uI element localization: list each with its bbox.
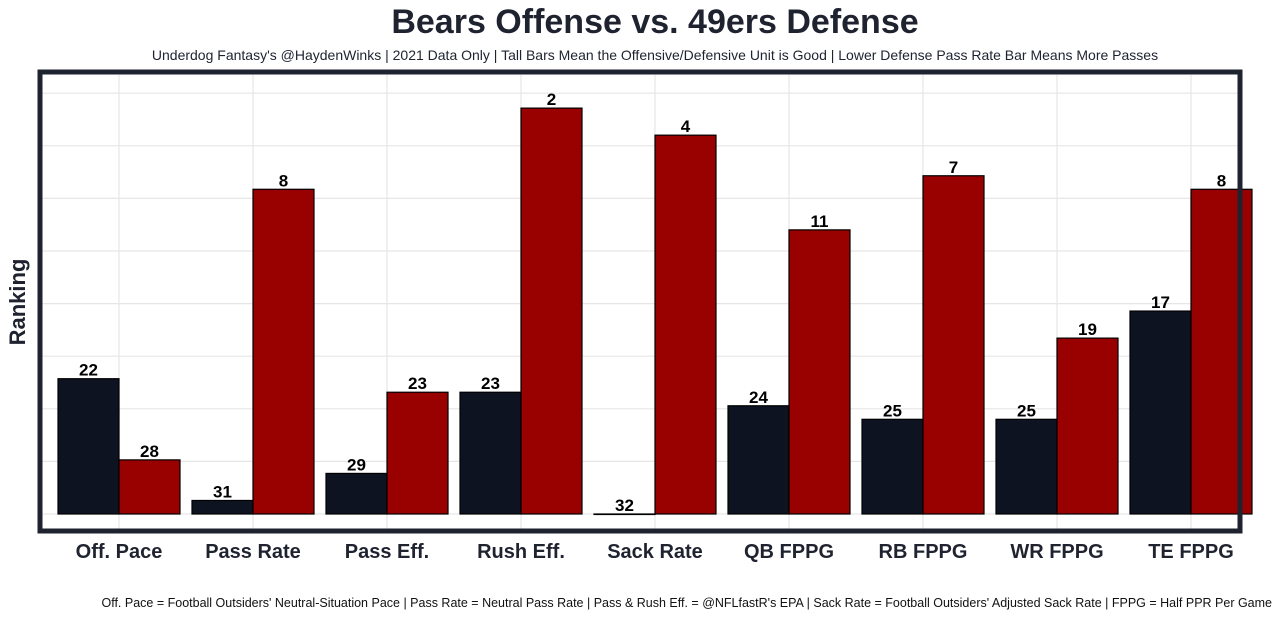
bar <box>788 229 851 515</box>
x-tick-label: Rush Eff. <box>477 541 565 563</box>
bar <box>252 188 315 515</box>
data-label: 25 <box>1017 401 1036 420</box>
bar <box>1056 337 1119 515</box>
bar <box>520 107 583 515</box>
chart-title: Bears Offense vs. 49ers Defense <box>391 3 918 41</box>
bar <box>861 418 924 515</box>
data-label: 28 <box>140 442 159 461</box>
bars: 22 28 31 8 29 23 23 2 32 4 24 11 25 7 25 19 17 8 <box>57 90 1253 516</box>
bar <box>57 378 120 515</box>
x-tick-label: Sack Rate <box>607 541 703 563</box>
x-tick-label: RB FPPG <box>879 541 968 563</box>
plot-frame <box>37 69 1243 534</box>
data-label: 23 <box>481 374 500 393</box>
data-label: 24 <box>749 388 768 407</box>
data-label: 25 <box>883 401 902 420</box>
bar <box>191 499 254 515</box>
data-label: 23 <box>408 374 427 393</box>
x-tick-label: TE FPPG <box>1148 541 1234 563</box>
bar <box>325 472 388 515</box>
data-label: 22 <box>79 361 98 380</box>
bar <box>1129 310 1192 515</box>
data-label: 11 <box>811 212 829 231</box>
bar <box>727 405 790 515</box>
x-tick-label: WR FPPG <box>1010 541 1103 563</box>
data-label: 17 <box>1151 293 1170 312</box>
data-label: 19 <box>1078 320 1097 339</box>
data-label: 8 <box>1217 171 1226 190</box>
bar <box>922 175 985 515</box>
data-label: 31 <box>213 482 232 501</box>
data-label: 29 <box>347 455 366 474</box>
chart-subtitle: Underdog Fantasy's @HaydenWinks | 2021 D… <box>152 47 1158 63</box>
chart-caption: Off. Pace = Football Outsiders' Neutral-… <box>101 596 1272 610</box>
x-ticks: Off. Pace Pass Rate Pass Eff. Rush Eff. Sack… <box>76 541 1234 563</box>
data-label: 2 <box>547 90 556 109</box>
data-label: 7 <box>949 158 958 177</box>
data-label: 32 <box>615 496 634 515</box>
bar <box>118 459 181 515</box>
x-tick-label: Pass Rate <box>205 541 301 563</box>
data-label: 8 <box>279 171 288 190</box>
bar <box>386 391 449 515</box>
x-tick-label: Off. Pace <box>76 541 163 563</box>
bar <box>1190 188 1253 515</box>
y-axis-label: Ranking <box>5 259 30 346</box>
bar <box>995 418 1058 515</box>
bar <box>654 134 717 515</box>
x-tick-label: QB FPPG <box>744 541 834 563</box>
x-tick-label: Pass Eff. <box>345 541 429 563</box>
bar <box>459 391 522 515</box>
data-label: 4 <box>681 117 691 136</box>
